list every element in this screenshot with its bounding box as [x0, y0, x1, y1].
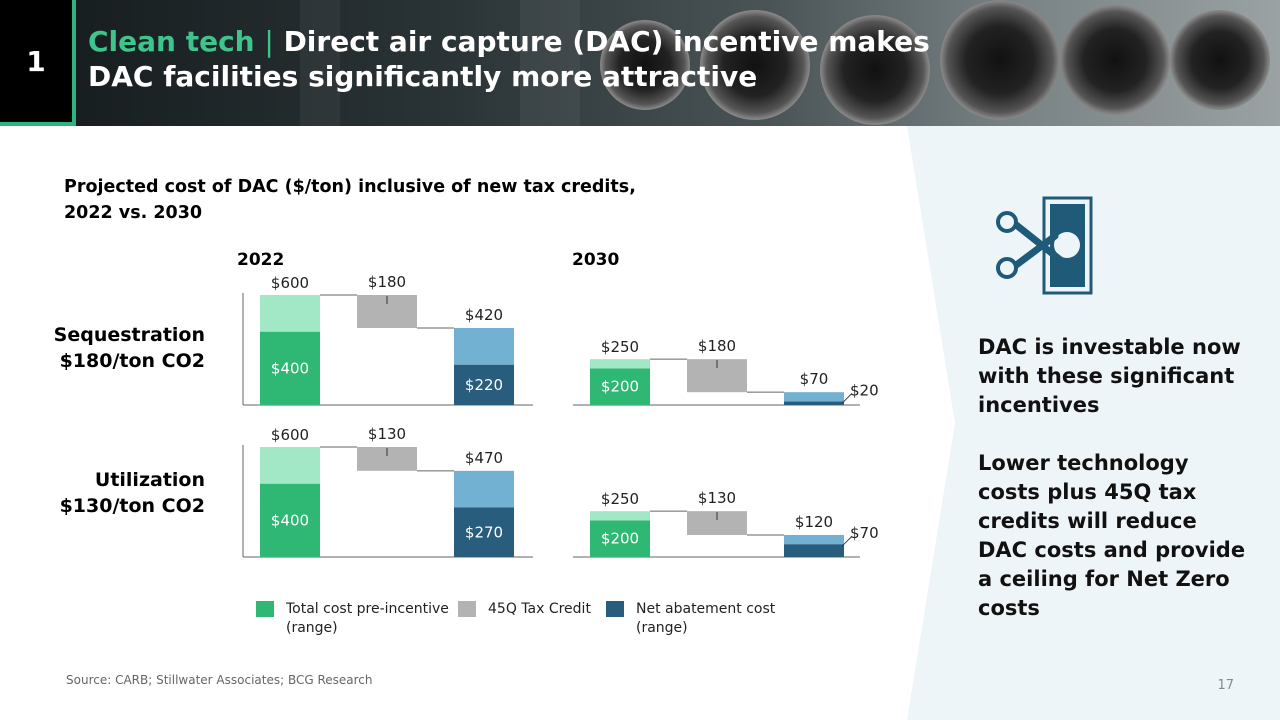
label-net-high: $470: [465, 449, 503, 467]
header-fan-decoration: [700, 10, 810, 120]
header-fan-decoration: [940, 0, 1060, 120]
row-label-utilization: Utilization $130/ton CO2: [30, 467, 205, 519]
header-photo-strip: [300, 0, 340, 126]
label-total-high: $600: [271, 426, 309, 444]
label-total-high: $250: [601, 490, 639, 508]
bar-net-low: [454, 507, 514, 557]
takeaway-1-line: incentives: [978, 393, 1100, 417]
label-total-low: $200: [601, 530, 639, 548]
label-total-low: $400: [271, 359, 309, 377]
legend-label-total: Total cost pre-incentive (range): [286, 601, 449, 636]
bar-total-high: [590, 511, 650, 521]
title-prefix: Clean tech: [88, 25, 255, 58]
scissors-cutting-dollar-bill-icon: [996, 196, 1093, 295]
label-total-high: $250: [601, 338, 639, 356]
label-total-low: $400: [271, 511, 309, 529]
takeaway-2-line: costs: [978, 596, 1040, 620]
label-credit: $130: [368, 425, 406, 443]
row-label-sequestration: Sequestration $180/ton CO2: [30, 322, 205, 374]
header-fan-decoration: [820, 15, 930, 125]
key-takeaway-1: DAC is investable now with these signifi…: [978, 333, 1258, 420]
label-credit: $130: [698, 489, 736, 507]
legend-item-net-cost: Net abatement cost (range): [606, 600, 806, 638]
legend-swatch-net: [606, 601, 624, 617]
label-credit: $180: [698, 337, 736, 355]
label-net-low: $220: [465, 376, 503, 394]
source-note: Source: CARB; Stillwater Associates; BCG…: [66, 673, 373, 687]
page-number: 17: [1217, 678, 1234, 693]
row-label-line: $130/ton CO2: [59, 495, 205, 517]
bar-total-high: [260, 447, 320, 484]
legend-swatch-credit: [458, 601, 476, 617]
title-line-2: DAC facilities significantly more attrac…: [88, 60, 758, 93]
bar-net-high: [784, 392, 844, 402]
row-label-line: Utilization: [94, 469, 205, 491]
header-banner: [0, 0, 1280, 126]
takeaway-1-line: DAC is investable now: [978, 335, 1241, 359]
label-total-high: $600: [271, 274, 309, 292]
header-fan-decoration: [1060, 5, 1170, 115]
takeaway-2-line: credits will reduce: [978, 509, 1197, 533]
label-net-high: $420: [465, 306, 503, 324]
label-net-low: $70: [850, 524, 879, 542]
label-credit: $180: [368, 273, 406, 291]
label-net-low: $20: [850, 381, 879, 399]
label-net-low: $270: [465, 523, 503, 541]
label-net-high: $70: [800, 370, 829, 388]
row-label-line: Sequestration: [53, 324, 205, 346]
legend-swatch-total: [256, 601, 274, 617]
title-separator: |: [264, 25, 274, 58]
bar-net-high: [454, 470, 514, 508]
bar-total-low: [260, 331, 320, 405]
legend-item-tax-credit: 45Q Tax Credit: [458, 600, 658, 619]
bar-net-low: [784, 401, 844, 405]
bar-net-high: [784, 535, 844, 545]
bar-net-low: [454, 364, 514, 405]
header-fan-decoration: [600, 20, 690, 110]
bar-tax-credit: [357, 447, 417, 471]
takeaway-2-line: costs plus 45Q tax: [978, 480, 1197, 504]
legend-label-credit: 45Q Tax Credit: [488, 601, 591, 617]
header-photo-strip: [520, 0, 580, 126]
year-label-2022: 2022: [237, 250, 285, 270]
bar-total-low: [590, 368, 650, 405]
label-net-high: $120: [795, 513, 833, 531]
legend-item-total-cost: Total cost pre-incentive (range): [256, 600, 456, 638]
label-total-low: $200: [601, 378, 639, 396]
bar-total-high: [260, 295, 320, 332]
year-label-2030: 2030: [572, 250, 620, 270]
legend-label-net: Net abatement cost (range): [636, 601, 776, 636]
label-leader-line: [841, 535, 853, 547]
slide-title: Clean tech | Direct air capture (DAC) in…: [88, 24, 948, 94]
takeaway-2-line: Lower technology: [978, 451, 1189, 475]
slide-number: 1: [0, 0, 76, 126]
takeaway-2-line: a ceiling for Net Zero: [978, 567, 1230, 591]
bar-net-low: [784, 544, 844, 557]
takeaway-1-line: with these significant: [978, 364, 1235, 388]
bar-total-high: [590, 359, 650, 369]
title-line-1: Direct air capture (DAC) incentive makes: [283, 25, 930, 58]
chart-title: Projected cost of DAC ($/ton) inclusive …: [64, 174, 684, 226]
bar-net-high: [454, 328, 514, 365]
bar-total-low: [260, 483, 320, 557]
bar-tax-credit: [687, 511, 747, 535]
chart-title-line-1: Projected cost of DAC ($/ton) inclusive …: [64, 177, 636, 197]
takeaway-2-line: DAC costs and provide: [978, 538, 1246, 562]
key-takeaway-2: Lower technology costs plus 45Q tax cred…: [978, 449, 1258, 623]
bar-total-low: [590, 520, 650, 557]
label-leader-line: [841, 392, 853, 404]
row-label-line: $180/ton CO2: [59, 350, 205, 372]
header-fan-decoration: [1170, 10, 1270, 110]
chart-title-line-2: 2022 vs. 2030: [64, 203, 203, 223]
